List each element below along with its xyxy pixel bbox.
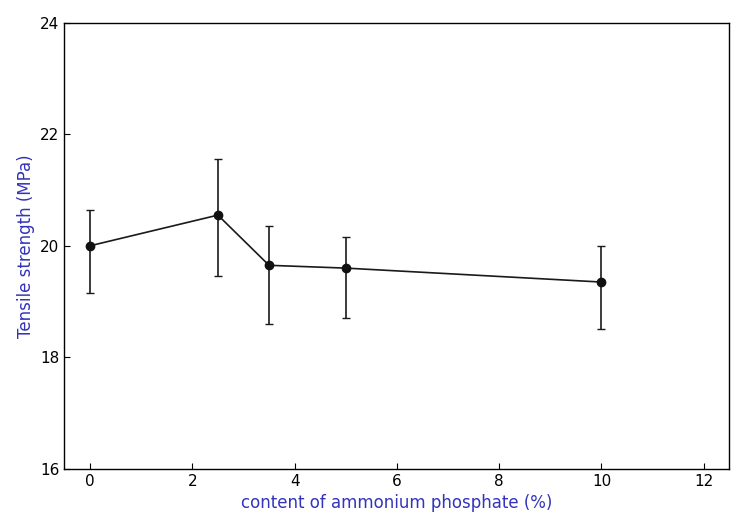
Y-axis label: Tensile strength (MPa): Tensile strength (MPa) bbox=[16, 154, 34, 338]
X-axis label: content of ammonium phosphate (%): content of ammonium phosphate (%) bbox=[241, 494, 553, 512]
